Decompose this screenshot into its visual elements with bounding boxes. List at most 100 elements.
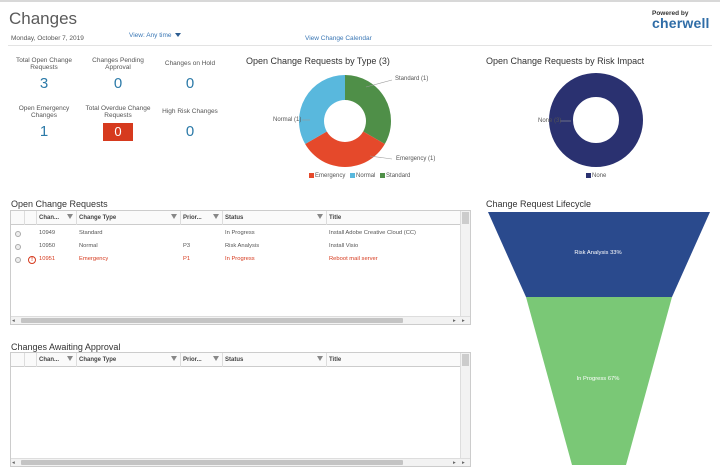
cell-type: Emergency: [79, 256, 109, 262]
kpi-value: 3: [39, 75, 49, 92]
cell-priority: P3: [183, 243, 191, 249]
scroll-thumb[interactable]: [462, 212, 469, 224]
awaiting-title: Changes Awaiting Approval: [11, 342, 121, 352]
lifecycle-funnel-chart: [488, 212, 710, 465]
filter-icon[interactable]: [213, 356, 219, 361]
view-filter-label: View: Any time: [129, 32, 172, 39]
kpi-total-open[interactable]: Total Open Change Requests 3: [10, 56, 78, 93]
kpi-label: High Risk Changes: [162, 108, 218, 116]
col-header-id[interactable]: Chan...: [37, 211, 77, 225]
filter-icon[interactable]: [213, 214, 219, 219]
scroll-thumb[interactable]: [21, 318, 403, 323]
view-filter-dropdown[interactable]: View: Any time: [129, 32, 181, 39]
row-select-radio[interactable]: [15, 256, 21, 263]
by-risk-legend: None: [586, 173, 606, 179]
by-type-legend: Emergency Normal Standard: [309, 173, 410, 179]
kpi-label: Open Emergency Changes: [18, 104, 70, 120]
kpi-pending-approval[interactable]: Changes Pending Approval 0: [84, 56, 152, 93]
table-row[interactable]: 10950 Normal P3 Risk Analysis Install Vi…: [11, 240, 470, 253]
row-select-radio[interactable]: [15, 230, 21, 237]
col-header-status[interactable]: Status: [223, 353, 327, 367]
cell-id: 10951: [39, 256, 56, 262]
scroll-right-end-icon[interactable]: ▸: [462, 318, 465, 324]
kpi-label: Total Overdue Change Requests: [85, 104, 151, 120]
scroll-thumb[interactable]: [462, 354, 469, 366]
cell-title: Reboot mail server: [329, 256, 378, 262]
donut-segment-emergency[interactable]: [305, 131, 385, 168]
col-header-priority[interactable]: Prior...: [181, 353, 223, 367]
kpi-label: Changes on Hold: [164, 60, 216, 68]
by-risk-title: Open Change Requests by Risk Impact: [486, 56, 645, 66]
kpi-value-alert: 0: [103, 123, 133, 141]
funnel-label-risk-analysis: Risk Analysis 33%: [574, 250, 622, 256]
table-row[interactable]: ! 10951 Emergency P1 In Progress Reboot …: [11, 253, 470, 266]
by-risk-donut-chart: [549, 73, 643, 167]
filter-icon[interactable]: [67, 356, 73, 361]
col-header-priority[interactable]: Prior...: [181, 211, 223, 225]
col-header-title[interactable]: Title: [329, 357, 342, 363]
filter-icon[interactable]: [317, 214, 323, 219]
legend-none: None: [592, 173, 607, 180]
kpi-on-hold[interactable]: Changes on Hold 0: [156, 56, 224, 92]
filter-icon[interactable]: [171, 214, 177, 219]
scroll-right-end-icon[interactable]: ▸: [462, 460, 465, 466]
grid-header: Chan... Change Type Prior... Status Titl…: [11, 353, 470, 367]
current-date: Monday, October 7, 2019: [11, 35, 84, 42]
donut-segment-standard[interactable]: [345, 75, 391, 144]
cell-status: In Progress: [225, 256, 255, 262]
horizontal-scrollbar[interactable]: ◂ ▸ ▸: [11, 458, 470, 466]
cell-status: In Progress: [225, 230, 255, 236]
legend-standard: Standard: [386, 173, 411, 180]
kpi-high-risk[interactable]: High Risk Changes 0: [156, 104, 224, 140]
vertical-scrollbar[interactable]: [460, 353, 470, 458]
top-divider: [0, 0, 720, 2]
kpi-value: 0: [185, 123, 195, 140]
kpi-value: 1: [39, 123, 49, 140]
cell-title: Install Adobe Creative Cloud (CC): [329, 230, 416, 236]
leader-line-emergency: [369, 155, 393, 160]
cell-title: Install Visio: [329, 243, 359, 249]
logo-powered-by: Powered by: [652, 10, 689, 17]
legend-swatch-emergency: [309, 173, 314, 178]
page-title: Changes: [9, 9, 78, 28]
funnel-stage-risk-analysis[interactable]: [488, 212, 710, 297]
scroll-left-icon[interactable]: ◂: [12, 460, 15, 466]
col-select: [11, 211, 25, 225]
table-row[interactable]: 10949 Standard In Progress Install Adobe…: [11, 227, 470, 240]
row-select-radio[interactable]: [15, 243, 21, 250]
scroll-right-icon[interactable]: ▸: [453, 318, 456, 324]
legend-swatch-none: [586, 173, 591, 178]
kpi-overdue[interactable]: Total Overdue Change Requests 0: [84, 104, 152, 141]
col-indicator: [25, 353, 37, 367]
cell-status: Risk Analysis: [225, 243, 260, 249]
kpi-open-emergency[interactable]: Open Emergency Changes 1: [10, 104, 78, 141]
filter-icon[interactable]: [317, 356, 323, 361]
filter-icon[interactable]: [171, 356, 177, 361]
col-header-type[interactable]: Change Type: [77, 353, 181, 367]
cell-type: Standard: [79, 230, 103, 236]
col-header-status[interactable]: Status: [223, 211, 327, 225]
funnel-stage-in-progress[interactable]: [526, 297, 672, 465]
by-type-title: Open Change Requests by Type (3): [246, 56, 390, 66]
col-header-title[interactable]: Title: [329, 215, 342, 221]
cell-id: 10950: [39, 243, 56, 249]
legend-swatch-normal: [350, 173, 356, 178]
vertical-scrollbar[interactable]: [460, 211, 470, 316]
scroll-thumb[interactable]: [21, 460, 403, 465]
by-type-donut-chart: [299, 75, 393, 168]
view-change-calendar-link[interactable]: View Change Calendar: [305, 35, 372, 42]
lifecycle-title: Change Request Lifecycle: [486, 199, 592, 209]
filter-icon[interactable]: [67, 214, 73, 219]
donut-segment-none[interactable]: [549, 73, 643, 167]
col-indicator: [25, 211, 37, 225]
legend-swatch-standard: [380, 173, 386, 178]
kpi-label: Total Open Change Requests: [15, 56, 72, 72]
cherwell-logo: Powered by cherwell: [652, 10, 714, 31]
horizontal-scrollbar[interactable]: ◂ ▸ ▸: [11, 316, 470, 324]
scroll-left-icon[interactable]: ◂: [12, 318, 15, 324]
donut-segment-normal[interactable]: [299, 75, 345, 144]
scroll-right-icon[interactable]: ▸: [453, 460, 456, 466]
col-header-id[interactable]: Chan...: [37, 353, 77, 367]
col-header-type[interactable]: Change Type: [77, 211, 181, 225]
legend-normal: Normal: [356, 173, 376, 180]
